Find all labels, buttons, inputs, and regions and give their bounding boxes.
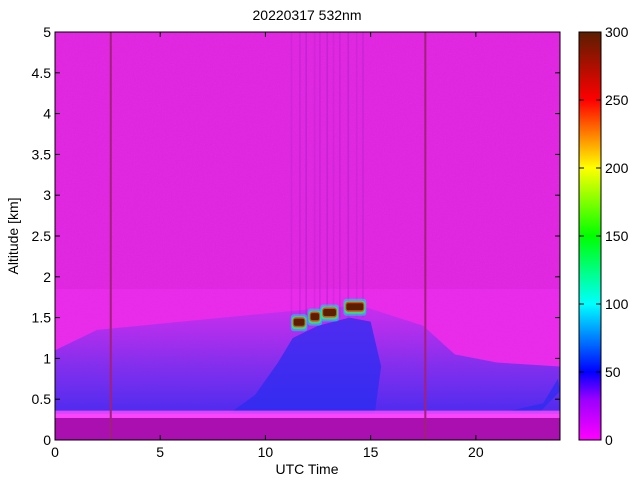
cloud-segment [320,304,339,322]
y-tick-label: 0 [43,432,51,448]
y-tick-label: 2 [43,269,51,285]
y-axis-label: Altitude [km] [5,197,21,274]
streak [326,32,329,318]
colorbar: 0 50 100 150 200 250 300 [578,24,629,448]
colorbar-tick-label: 100 [605,296,629,312]
y-axis: 0 0.5 1 1.5 2 2.5 3 3.5 4 4.5 5 [32,24,560,448]
cloud-segment [290,314,308,332]
colorbar-tick-label: 250 [605,92,629,108]
x-tick-label: 5 [156,444,164,460]
data-gap-line [109,32,112,440]
cloud-layer [290,298,367,332]
cloud-segment [307,308,323,326]
y-tick-label: 5 [43,24,51,40]
x-tick-label: 0 [51,444,59,460]
y-tick-label: 4 [43,106,51,122]
late-aerosol [507,378,560,414]
x-tick-label: 15 [363,444,379,460]
x-axis-label: UTC Time [276,461,339,477]
x-tick-label: 20 [468,444,484,460]
surface-glow [55,410,560,418]
colorbar-tick-label: 150 [605,228,629,244]
surface-band [55,417,560,440]
colorbar-tick-label: 300 [605,24,629,40]
aerosol-dense-region [229,317,382,414]
precipitation-streaks [290,32,560,414]
colorbar-ticks: 0 50 100 150 200 250 300 [579,24,629,448]
colorbar-tick-label: 200 [605,160,629,176]
streak [332,32,335,318]
streak [290,32,293,318]
streak [305,32,307,318]
streak [313,32,316,318]
chart-title: 20220317 532nm [253,7,362,23]
y-tick-label: 2.5 [32,228,52,244]
y-tick-label: 1 [43,350,51,366]
y-tick-label: 1.5 [32,310,52,326]
cloud-segment [343,298,367,316]
x-axis: 0 5 10 15 20 [51,32,484,460]
y-tick-label: 0.5 [32,391,52,407]
streak [299,32,301,318]
data-gap-line [424,32,427,440]
streak [347,32,350,318]
plot-area [55,32,560,440]
y-tick-label: 3.5 [32,146,52,162]
data-gap-lines [55,32,560,440]
streak [319,32,321,318]
y-tick-label: 3 [43,187,51,203]
colorbar-tick-label: 0 [605,432,613,448]
streak [339,32,341,318]
colorbar-tick-label: 50 [605,364,621,380]
y-tick-label: 4.5 [32,65,52,81]
streak [362,32,364,318]
colorbar-gradient [579,32,601,440]
x-tick-label: 10 [258,444,274,460]
streak [355,32,358,318]
